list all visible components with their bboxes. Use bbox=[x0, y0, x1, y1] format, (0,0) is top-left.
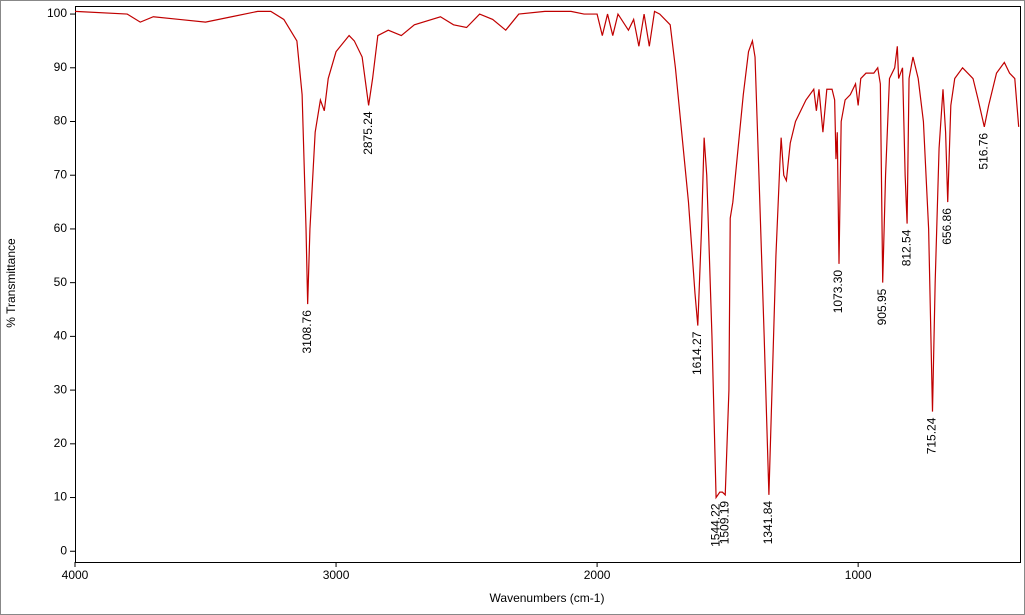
y-tick-label: 90 bbox=[54, 60, 68, 74]
peak-label: 3108.76 bbox=[300, 310, 314, 354]
y-tick-label: 100 bbox=[47, 6, 67, 20]
x-axis-title: Wavenumbers (cm-1) bbox=[490, 591, 605, 605]
peak-label: 1073.30 bbox=[831, 270, 845, 314]
peak-label: 905.95 bbox=[875, 288, 889, 325]
spectrum-line bbox=[74, 10, 1020, 500]
x-tick-label: 2000 bbox=[584, 568, 611, 582]
y-tick-label: 40 bbox=[54, 329, 68, 343]
peak-label: 1614.27 bbox=[690, 331, 704, 375]
peak-label: 1509.19 bbox=[717, 501, 731, 545]
x-tick-label: 3000 bbox=[323, 568, 350, 582]
peak-label: 656.86 bbox=[940, 208, 954, 245]
peak-label: 812.54 bbox=[899, 229, 913, 266]
y-axis-title: % Transmittance bbox=[4, 238, 18, 328]
y-tick-label: 30 bbox=[54, 382, 68, 396]
plot-area bbox=[75, 6, 1021, 563]
x-tick-label: 1000 bbox=[845, 568, 872, 582]
y-tick-label: 60 bbox=[54, 221, 68, 235]
y-tick-label: 80 bbox=[54, 114, 68, 128]
y-tick-label: 10 bbox=[54, 490, 68, 504]
y-tick-label: 0 bbox=[60, 543, 67, 557]
peak-label: 516.76 bbox=[976, 133, 990, 170]
y-tick-label: 50 bbox=[54, 275, 68, 289]
peak-label: 1544.22 bbox=[708, 503, 722, 547]
x-tick-label: 4000 bbox=[62, 568, 89, 582]
peak-label: 1341.84 bbox=[761, 501, 775, 545]
peak-label: 715.24 bbox=[925, 417, 939, 454]
y-tick-label: 70 bbox=[54, 167, 68, 181]
y-tick-label: 20 bbox=[54, 436, 68, 450]
peak-label: 2875.24 bbox=[361, 111, 375, 155]
